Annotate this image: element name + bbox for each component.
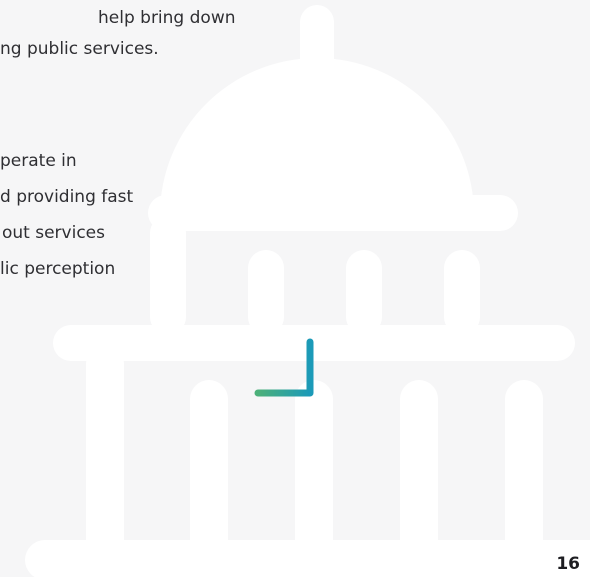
corner-accent — [254, 338, 314, 397]
text-line: help bring down — [98, 8, 236, 28]
beam — [53, 325, 575, 361]
column — [190, 380, 228, 560]
column — [295, 380, 333, 560]
text-line: out services — [2, 223, 105, 243]
text-line: ng public services. — [0, 39, 159, 59]
column — [400, 380, 438, 560]
column — [86, 345, 124, 560]
small-column — [346, 250, 382, 335]
small-column — [444, 250, 480, 335]
small-column — [248, 250, 284, 335]
dome-base — [148, 195, 518, 231]
capitol-icon — [25, 5, 590, 577]
column — [505, 380, 543, 560]
small-column — [150, 215, 186, 335]
text-line: lic perception — [0, 259, 115, 279]
page-number: 16 — [556, 554, 580, 574]
text-line: d providing fast — [0, 187, 134, 207]
text-line: perate in — [0, 151, 77, 171]
base — [25, 540, 590, 577]
dome — [160, 58, 474, 215]
